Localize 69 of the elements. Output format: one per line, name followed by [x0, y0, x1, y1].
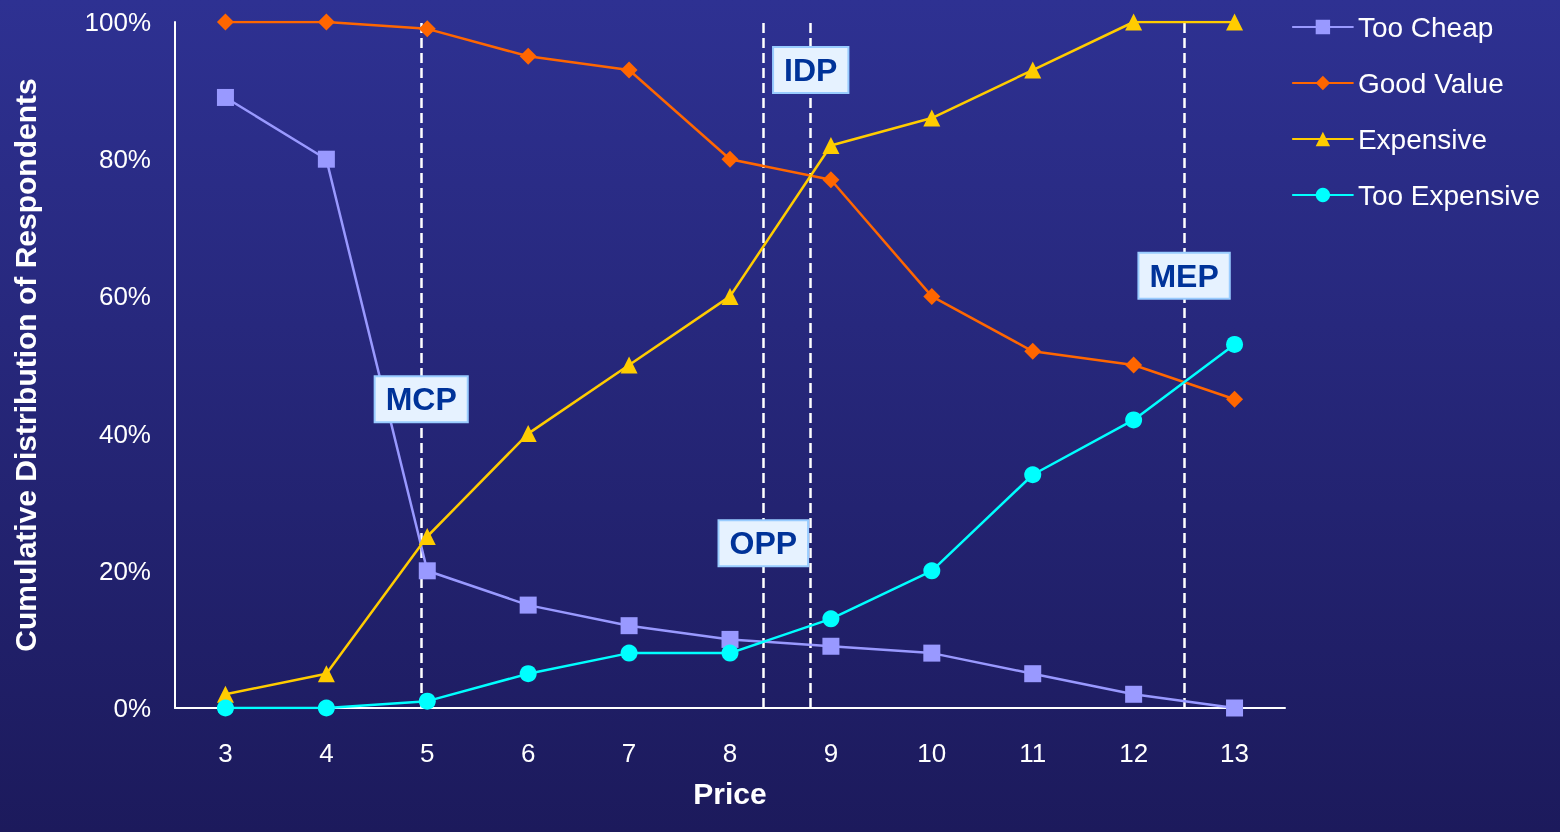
point	[721, 287, 739, 305]
point	[1226, 13, 1244, 31]
annotation: MEP	[1149, 257, 1219, 294]
point	[1125, 411, 1143, 429]
legend-label: Good Value	[1357, 67, 1504, 99]
point	[923, 644, 941, 662]
point	[519, 665, 537, 683]
x-tick-label: 8	[722, 738, 738, 768]
y-tick-label: 40%	[98, 418, 151, 449]
x-tick-label: 9	[823, 738, 839, 768]
point	[317, 699, 335, 717]
x-tick-label: 11	[1019, 738, 1047, 768]
y-tick-label: 60%	[98, 281, 151, 312]
y-tick-label: 80%	[98, 144, 151, 175]
point	[1226, 335, 1244, 353]
legend-label: Expensive	[1357, 123, 1488, 155]
x-tick-label: 3	[218, 738, 233, 768]
point	[1125, 13, 1143, 31]
point	[519, 47, 537, 65]
point	[1024, 61, 1042, 79]
point	[317, 150, 335, 168]
point	[1226, 390, 1244, 408]
x-tick-label: 12	[1119, 738, 1149, 768]
legend-label: Too Cheap	[1357, 11, 1494, 43]
point	[822, 136, 840, 154]
y-tick-label: 100%	[84, 7, 151, 37]
point	[721, 644, 739, 662]
x-tick-label: 10	[917, 738, 947, 768]
point	[923, 562, 941, 580]
y-tick-label: 0%	[113, 693, 151, 723]
y-axis-title: Cumulative Distribution of Respondents	[8, 78, 42, 652]
point	[1024, 342, 1042, 360]
point	[822, 610, 840, 628]
point	[418, 20, 436, 38]
x-tick-label: 4	[319, 738, 334, 768]
y-tick-label: 20%	[98, 555, 151, 586]
point	[923, 287, 941, 305]
point	[216, 699, 234, 717]
point	[822, 171, 840, 189]
point	[519, 425, 537, 443]
point	[923, 109, 941, 127]
point	[216, 88, 234, 106]
point	[418, 528, 436, 545]
point	[620, 61, 638, 79]
point	[620, 356, 638, 374]
point	[418, 692, 436, 710]
point	[1125, 356, 1143, 374]
point	[1024, 665, 1042, 683]
point	[1226, 699, 1244, 717]
x-tick-label: 13	[1220, 738, 1250, 768]
point	[317, 665, 335, 683]
point	[822, 637, 840, 655]
point	[317, 13, 335, 31]
point	[519, 596, 537, 614]
point	[418, 562, 436, 580]
annotation: MCP	[385, 381, 457, 418]
point	[216, 13, 234, 31]
x-axis-title: Price	[693, 776, 767, 810]
point	[620, 644, 638, 662]
x-tick-label: 5	[420, 738, 435, 768]
point	[620, 617, 638, 635]
x-tick-label: 6	[520, 738, 536, 768]
point	[721, 150, 739, 168]
point	[1024, 466, 1042, 484]
x-tick-label: 7	[621, 738, 637, 768]
annotation: OPP	[729, 525, 798, 562]
annotation: IDP	[784, 52, 838, 89]
point	[1125, 685, 1143, 703]
legend-label: Too Expensive	[1357, 179, 1540, 211]
